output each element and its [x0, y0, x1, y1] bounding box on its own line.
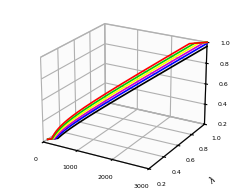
Y-axis label: $\lambda$: $\lambda$: [206, 174, 218, 186]
